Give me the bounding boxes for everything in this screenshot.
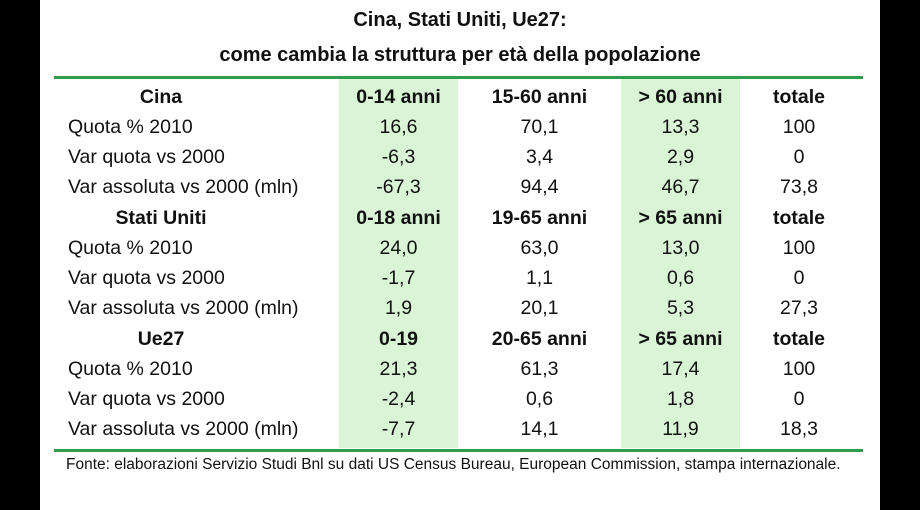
column-header: > 65 anni (638, 207, 723, 229)
cell-value: 100 (782, 358, 816, 380)
section-header-stati-uniti: Stati Uniti 0-18 anni 19-65 anni > 65 an… (40, 203, 880, 233)
cell-value: 0 (793, 388, 805, 410)
row-label: Quota % 2010 (68, 116, 193, 138)
highlight-column-1 (339, 79, 458, 448)
cell-value: 1,9 (384, 297, 413, 319)
cell-value: -1,7 (381, 267, 416, 289)
column-header: totale (772, 86, 825, 108)
table-row: Quota % 2010 16,6 70,1 13,3 100 (40, 112, 880, 142)
section-name: Ue27 (137, 328, 185, 350)
column-header: totale (772, 328, 825, 350)
cell-value: 2,9 (666, 146, 695, 168)
row-label: Var quota vs 2000 (68, 146, 225, 168)
cell-value: 0,6 (525, 388, 554, 410)
cell-value: 16,6 (379, 116, 418, 138)
column-header: 19-65 anni (491, 207, 588, 229)
cell-value: 46,7 (661, 176, 700, 198)
table-row: Var assoluta vs 2000 (mln) 1,9 20,1 5,3 … (40, 293, 880, 323)
row-label: Var assoluta vs 2000 (mln) (68, 176, 299, 198)
column-header: 0-14 anni (356, 86, 441, 108)
cell-value: 63,0 (520, 237, 559, 259)
cell-value: -67,3 (376, 176, 421, 198)
cell-value: 24,0 (379, 237, 418, 259)
highlight-column-3 (621, 79, 740, 448)
column-header: 0-19 (378, 328, 419, 350)
source-note: Fonte: elaborazioni Servizio Studi Bnl s… (66, 456, 841, 473)
row-label: Quota % 2010 (68, 358, 193, 380)
top-rule (54, 76, 863, 79)
column-header: 20-65 anni (491, 328, 588, 350)
cell-value: 61,3 (520, 358, 559, 380)
section-name: Cina (139, 86, 183, 108)
cell-value: -2,4 (381, 388, 416, 410)
table-row: Var quota vs 2000 -6,3 3,4 2,9 0 (40, 142, 880, 172)
table-row: Var quota vs 2000 -1,7 1,1 0,6 0 (40, 263, 880, 293)
row-label: Var quota vs 2000 (68, 388, 225, 410)
table-row: Var assoluta vs 2000 (mln) -67,3 94,4 46… (40, 172, 880, 202)
cell-value: 0 (793, 267, 805, 289)
cell-value: 20,1 (520, 297, 559, 319)
row-label: Quota % 2010 (68, 237, 193, 259)
table-row: Var assoluta vs 2000 (mln) -7,7 14,1 11,… (40, 414, 880, 444)
cell-value: 17,4 (661, 358, 700, 380)
cell-value: 70,1 (520, 116, 559, 138)
cell-value: 13,3 (661, 116, 700, 138)
table-row: Var quota vs 2000 -2,4 0,6 1,8 0 (40, 384, 880, 414)
column-header: 0-18 anni (356, 207, 441, 229)
cell-value: 5,3 (666, 297, 695, 319)
row-label: Var assoluta vs 2000 (mln) (68, 418, 299, 440)
cell-value: -6,3 (381, 146, 416, 168)
section-header-cina: Cina 0-14 anni 15-60 anni > 60 anni tota… (40, 82, 880, 112)
column-header: totale (772, 207, 825, 229)
cell-value: 1,1 (525, 267, 554, 289)
cell-value: 18,3 (780, 418, 818, 440)
slide: Cina, Stati Uniti, Ue27: come cambia la … (40, 0, 880, 510)
cell-value: 0 (793, 146, 805, 168)
section-header-ue27: Ue27 0-19 20-65 anni > 65 anni totale (40, 324, 880, 354)
cell-value: 73,8 (780, 176, 818, 198)
row-label: Var assoluta vs 2000 (mln) (68, 297, 299, 319)
row-label: Var quota vs 2000 (68, 267, 225, 289)
table-row: Quota % 2010 24,0 63,0 13,0 100 (40, 233, 880, 263)
cell-value: 14,1 (520, 418, 559, 440)
table-row: Quota % 2010 21,3 61,3 17,4 100 (40, 354, 880, 384)
section-name: Stati Uniti (115, 207, 207, 229)
cell-value: 100 (782, 237, 816, 259)
cell-value: -7,7 (381, 418, 416, 440)
cell-value: 3,4 (525, 146, 554, 168)
column-header: > 60 anni (638, 86, 723, 108)
cell-value: 13,0 (661, 237, 700, 259)
title-line-2: come cambia la struttura per età della p… (219, 44, 701, 66)
cell-value: 27,3 (780, 297, 818, 319)
cell-value: 100 (782, 116, 816, 138)
cell-value: 21,3 (379, 358, 418, 380)
cell-value: 11,9 (662, 418, 699, 440)
cell-value: 0,6 (666, 267, 695, 289)
bottom-rule (54, 449, 863, 452)
column-header: 15-60 anni (491, 86, 588, 108)
cell-value: 94,4 (520, 176, 559, 198)
column-header: > 65 anni (638, 328, 723, 350)
cell-value: 1,8 (666, 388, 695, 410)
title-line-1: Cina, Stati Uniti, Ue27: (353, 9, 567, 31)
